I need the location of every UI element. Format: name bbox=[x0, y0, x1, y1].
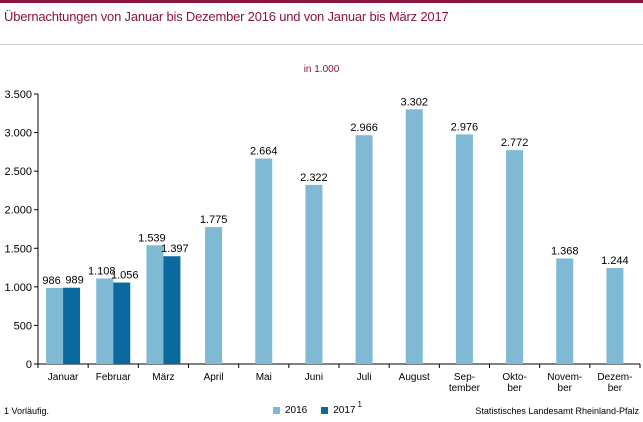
data-label-2016-10: 1.368 bbox=[551, 245, 579, 257]
title-divider bbox=[0, 44, 643, 45]
unit-label: in 1.000 bbox=[303, 64, 340, 75]
bar-2016-9 bbox=[506, 150, 524, 364]
legend-label-2016: 2016 bbox=[285, 405, 308, 416]
legend-footnote-marker: 1 bbox=[357, 400, 362, 409]
data-label-2016-1: 1.108 bbox=[88, 266, 116, 278]
data-label-2016-8: 2.976 bbox=[451, 121, 479, 133]
bar-2016-10 bbox=[556, 258, 574, 364]
data-label-2016-11: 1.244 bbox=[601, 255, 629, 267]
x-tick-label: März bbox=[152, 372, 174, 383]
y-tick-label: 1.500 bbox=[4, 243, 32, 255]
x-tick-label: April bbox=[204, 372, 224, 383]
x-tick-label: Mai bbox=[256, 372, 272, 383]
x-tick-label: ber bbox=[558, 383, 573, 394]
bar-2017-2 bbox=[163, 256, 181, 364]
x-tick-label: ber bbox=[608, 383, 623, 394]
legend-swatch-2016 bbox=[273, 407, 280, 414]
legend-label-2017: 2017 bbox=[333, 405, 356, 416]
y-tick-label: 3.000 bbox=[4, 128, 32, 140]
data-label-2016-9: 2.772 bbox=[501, 137, 529, 149]
bar-2016-0 bbox=[46, 287, 64, 364]
x-tick-label: Novem- bbox=[547, 372, 582, 383]
bar-2016-8 bbox=[455, 134, 473, 364]
bar-2016-1 bbox=[96, 278, 114, 364]
legend: 2016 2017 1 bbox=[273, 400, 376, 416]
data-label-2016-5: 2.322 bbox=[300, 172, 328, 184]
data-label-2017-2: 1.397 bbox=[161, 243, 189, 255]
data-label-2016-4: 2.664 bbox=[250, 145, 278, 157]
x-tick-label: Okto- bbox=[502, 372, 526, 383]
legend-swatch-2017 bbox=[321, 407, 329, 414]
data-label-2016-2: 1.539 bbox=[138, 232, 166, 244]
y-tick-label: 0 bbox=[26, 359, 32, 371]
top-accent-rule bbox=[0, 0, 643, 3]
bar-2016-5 bbox=[305, 184, 323, 364]
x-tick-label: Sep- bbox=[454, 372, 475, 383]
data-label-2016-3: 1.775 bbox=[200, 214, 228, 226]
x-tick-label: tember bbox=[449, 383, 481, 394]
x-tick-label: August bbox=[399, 372, 430, 383]
x-tick-label: Juni bbox=[305, 372, 323, 383]
bar-2016-4 bbox=[255, 158, 273, 364]
bar-2016-11 bbox=[606, 268, 624, 364]
bar-2017-1 bbox=[113, 282, 131, 364]
legend-item-2017: 2017 1 bbox=[321, 400, 362, 416]
data-label-2016-6: 2.966 bbox=[350, 122, 378, 134]
x-tick-label: Februar bbox=[96, 372, 132, 383]
footnote: 1 Vorläufig. bbox=[4, 406, 50, 416]
x-tick-label: Januar bbox=[48, 372, 79, 383]
y-tick-label: 2.500 bbox=[4, 166, 32, 178]
y-tick-label: 500 bbox=[14, 320, 32, 332]
x-tick-label: ber bbox=[507, 383, 522, 394]
x-tick-label: Juli bbox=[357, 372, 372, 383]
legend-item-2016: 2016 bbox=[273, 405, 307, 416]
data-label-2017-1: 1.056 bbox=[111, 270, 139, 282]
chart-title: Übernachtungen von Januar bis Dezember 2… bbox=[4, 9, 449, 24]
bar-2016-7 bbox=[405, 109, 423, 364]
source-note: Statistisches Landesamt Rheinland-Pfalz bbox=[475, 406, 639, 416]
y-tick-label: 3.500 bbox=[4, 89, 32, 101]
data-label-2016-0: 986 bbox=[42, 275, 60, 287]
data-label-2017-0: 989 bbox=[65, 275, 83, 287]
bar-2016-3 bbox=[205, 227, 223, 364]
x-tick-label: Dezem- bbox=[597, 372, 632, 383]
y-tick-label: 1.000 bbox=[4, 282, 32, 294]
bar-2017-0 bbox=[63, 287, 81, 364]
data-label-2016-7: 3.302 bbox=[400, 96, 428, 108]
y-tick-label: 2.000 bbox=[4, 205, 32, 217]
bar-2016-6 bbox=[355, 135, 373, 364]
bar-2016-2 bbox=[146, 245, 164, 364]
